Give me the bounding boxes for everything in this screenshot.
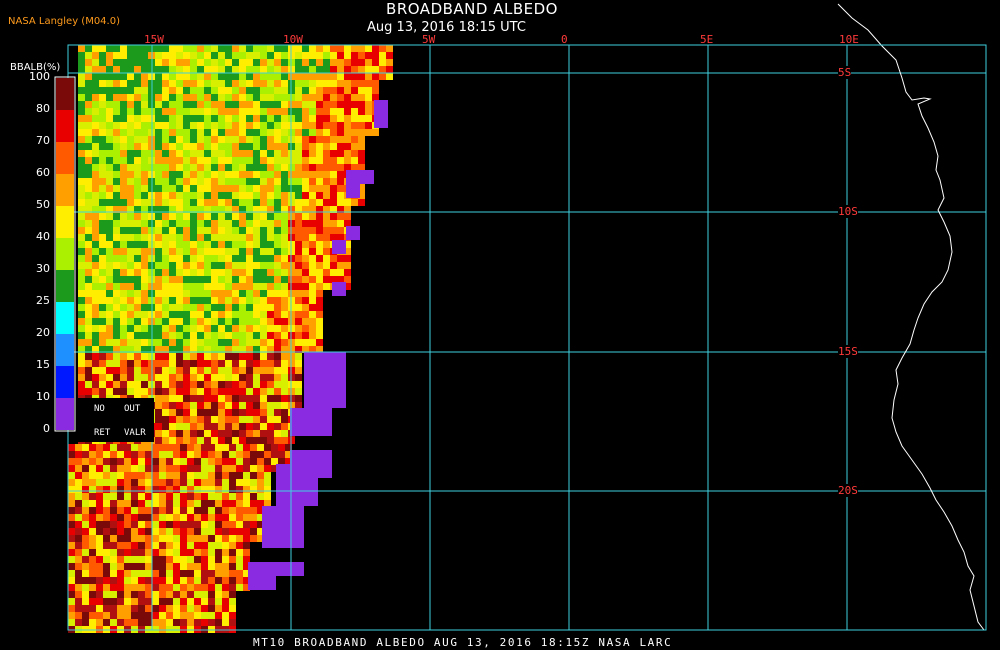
colorbar-tick-label: 60	[36, 166, 50, 179]
key-valr: VALR	[124, 428, 146, 438]
colorbar-swatch	[56, 238, 74, 270]
lat-lon-grid	[68, 45, 986, 630]
lon-label: 10W	[283, 33, 303, 46]
footer-caption: MT10 BROADBAND ALBEDO AUG 13, 2016 18:15…	[253, 636, 673, 649]
colorbar-tick-label: 100	[29, 70, 50, 83]
colorbar-swatch	[56, 142, 74, 174]
lat-label: 20S	[838, 484, 858, 497]
colorbar-tick-label: 10	[36, 390, 50, 403]
colorbar-tick-label: 40	[36, 230, 50, 243]
lon-label: 10E	[839, 33, 859, 46]
coastline-africa	[837, 3, 985, 631]
colorbar-swatch	[56, 206, 74, 238]
colorbar-title: BBALB(%)	[10, 62, 61, 73]
lon-label: 5E	[700, 33, 714, 46]
colorbar-swatch	[56, 366, 74, 398]
colorbar-tick-label: 50	[36, 198, 50, 211]
lon-label: 0	[561, 33, 568, 46]
colorbar-swatch	[56, 174, 74, 206]
no-retrieval-layer	[248, 100, 388, 590]
colorbar	[54, 76, 154, 442]
colorbar-swatch	[56, 110, 74, 142]
colorbar-swatch	[56, 302, 74, 334]
colorbar-tick-label: 25	[36, 294, 50, 307]
key-ret: RET	[94, 428, 111, 438]
key-out: OUT	[124, 404, 141, 414]
colorbar-tick-label: 70	[36, 134, 50, 147]
colorbar-swatch	[56, 398, 74, 430]
page-title: BROADBAND ALBEDO	[386, 0, 558, 18]
organization-label: NASA Langley (M04.0)	[8, 16, 120, 27]
lat-label: 5S	[838, 66, 852, 79]
lat-label: 10S	[838, 205, 858, 218]
colorbar-swatch	[56, 270, 74, 302]
colorbar-swatch	[56, 78, 74, 110]
key-no: NO	[94, 404, 105, 414]
lon-label: 15W	[144, 33, 164, 46]
albedo-data-layer	[68, 45, 393, 633]
colorbar-tick-label: 20	[36, 326, 50, 339]
colorbar-tick-label: 0	[43, 422, 50, 435]
lon-label: 5W	[422, 33, 436, 46]
colorbar-tick-label: 80	[36, 102, 50, 115]
colorbar-tick-label: 30	[36, 262, 50, 275]
colorbar-tick-label: 15	[36, 358, 50, 371]
colorbar-swatch	[56, 334, 74, 366]
page-subtitle: Aug 13, 2016 18:15 UTC	[367, 20, 526, 35]
lat-label: 15S	[838, 345, 858, 358]
